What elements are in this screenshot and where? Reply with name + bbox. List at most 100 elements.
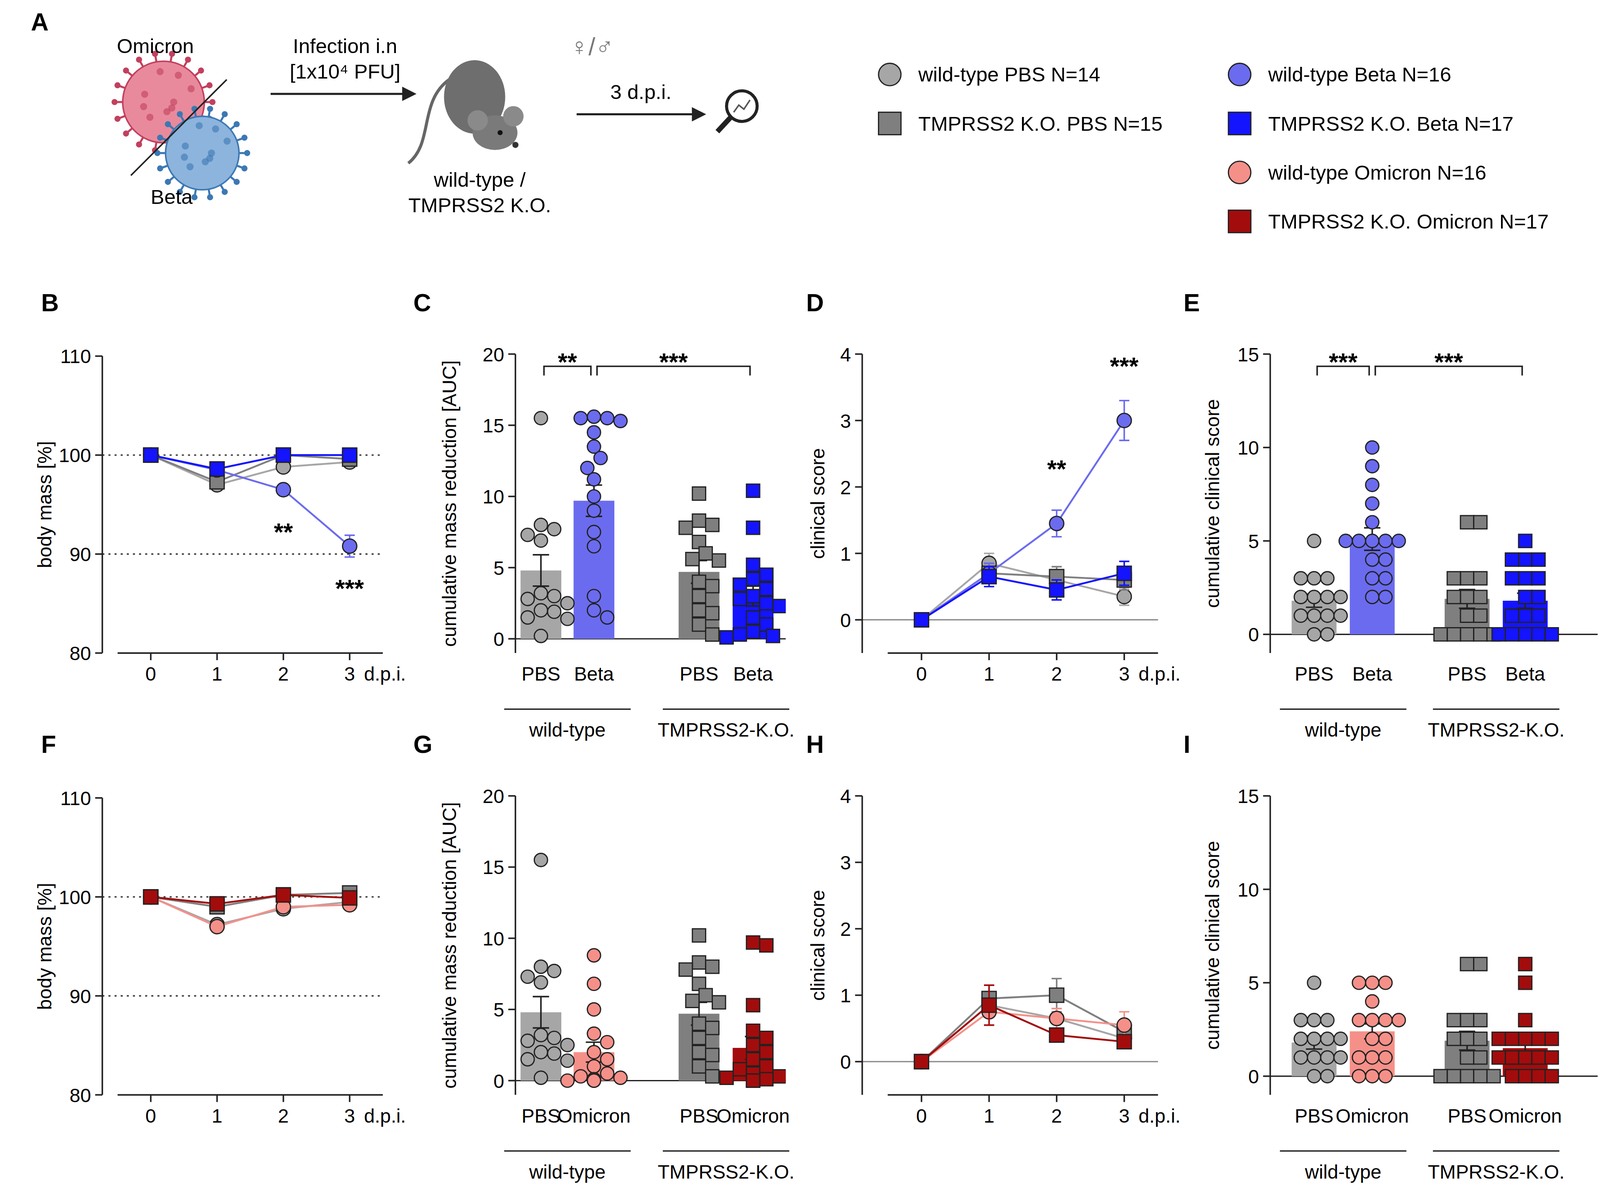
y-tick [854,794,863,797]
data-point [1117,413,1132,428]
y-tick-label: 10 [482,927,505,950]
y-tick-label: 80 [69,642,92,665]
significance: *** [659,348,688,376]
data-point [1365,459,1380,473]
x-tick-label: Beta [732,662,774,685]
texture [186,163,194,171]
label: Omicron [116,34,195,58]
data-point [720,630,734,645]
data-point [746,610,760,624]
data-point [1365,1069,1380,1083]
data-point [547,522,561,536]
legend-label: wild-type Beta N=16 [1267,63,1452,86]
data-point [759,1030,774,1045]
data-point [746,1023,760,1038]
data-point [759,1072,774,1086]
x-tick-label: 3 [1118,662,1130,685]
data-point [1365,496,1380,510]
series-line [150,454,350,482]
legend-label: wild-type PBS N=14 [917,63,1101,86]
data-point [534,1028,548,1042]
spike-head [197,67,205,74]
data-point [746,520,760,535]
reference-line [862,618,1158,621]
data-point [1518,552,1532,567]
series-line [921,420,1124,620]
data-point [143,447,158,462]
data-point [914,612,929,627]
data-point [1486,1069,1501,1083]
y-tick-label: 1 [840,984,852,1007]
data-point [587,539,601,553]
plot-area [914,400,1132,627]
data-point [534,959,548,974]
data-point [1473,590,1488,604]
data-point [547,963,561,978]
x-tick [1055,1094,1058,1102]
data-point [1545,1032,1559,1046]
significance: ** [557,348,578,376]
data-point [276,482,291,497]
data-point [534,586,548,600]
data-point [1518,1050,1532,1064]
y-tick [854,486,863,488]
icon-line [733,99,751,112]
x-tick-label: Omicron [1335,1104,1409,1127]
data-point [720,1070,734,1085]
y-tick-label: 0 [840,609,852,632]
data-point [1473,1032,1488,1046]
data-point [914,1054,929,1069]
data-point [914,612,929,627]
x-axis-label: d.p.i. [1138,662,1181,685]
data-point [1447,1032,1461,1046]
x-tick [1055,652,1058,660]
data-point [547,1046,561,1060]
significance: ** [273,518,294,546]
data-point [143,889,158,904]
y-tick [95,1093,103,1096]
spike-head [114,82,121,89]
data-point [342,447,357,462]
spike-head [233,121,240,128]
x-tick-label: 1 [211,1104,223,1127]
data-point [587,489,601,503]
data-point [1505,552,1519,567]
x-tick [920,1094,923,1102]
data-point [587,425,601,439]
y-axis-label: clinical score [806,447,829,559]
legend-label: wild-type Omicron N=16 [1267,161,1487,184]
lens [726,90,758,122]
group-label: TMPRSS2-K.O. [1427,1160,1565,1183]
data-point [143,889,158,904]
data-point [1294,1032,1308,1046]
series-line [150,454,350,546]
x-tick-label: 0 [916,1104,928,1127]
tail [408,79,450,163]
data-point [1378,1013,1393,1027]
data-point [699,546,713,561]
group-label: TMPRSS2-K.O. [657,1160,795,1183]
data-point [733,592,747,606]
reference-line [102,994,383,997]
data-point [560,1073,575,1088]
data-point [705,1021,720,1035]
y-tick [95,651,103,654]
y-tick [508,637,516,640]
spike-head [233,178,240,186]
x-tick [282,652,285,660]
x-tick-label: 0 [916,662,928,685]
timepoint-arrow [576,113,697,116]
data-point [1320,608,1334,623]
data-point [1531,1050,1546,1064]
x-tick-label: 0 [145,662,157,685]
spike-head [164,121,172,128]
y-axis [1269,795,1272,1095]
y-tick [95,994,103,997]
significance: ** [1047,455,1067,483]
y-axis [101,355,104,653]
data-point [746,557,760,572]
data-point [1460,608,1474,623]
y-tick [1262,540,1271,542]
data-point [705,606,720,620]
data-point [1473,515,1488,529]
